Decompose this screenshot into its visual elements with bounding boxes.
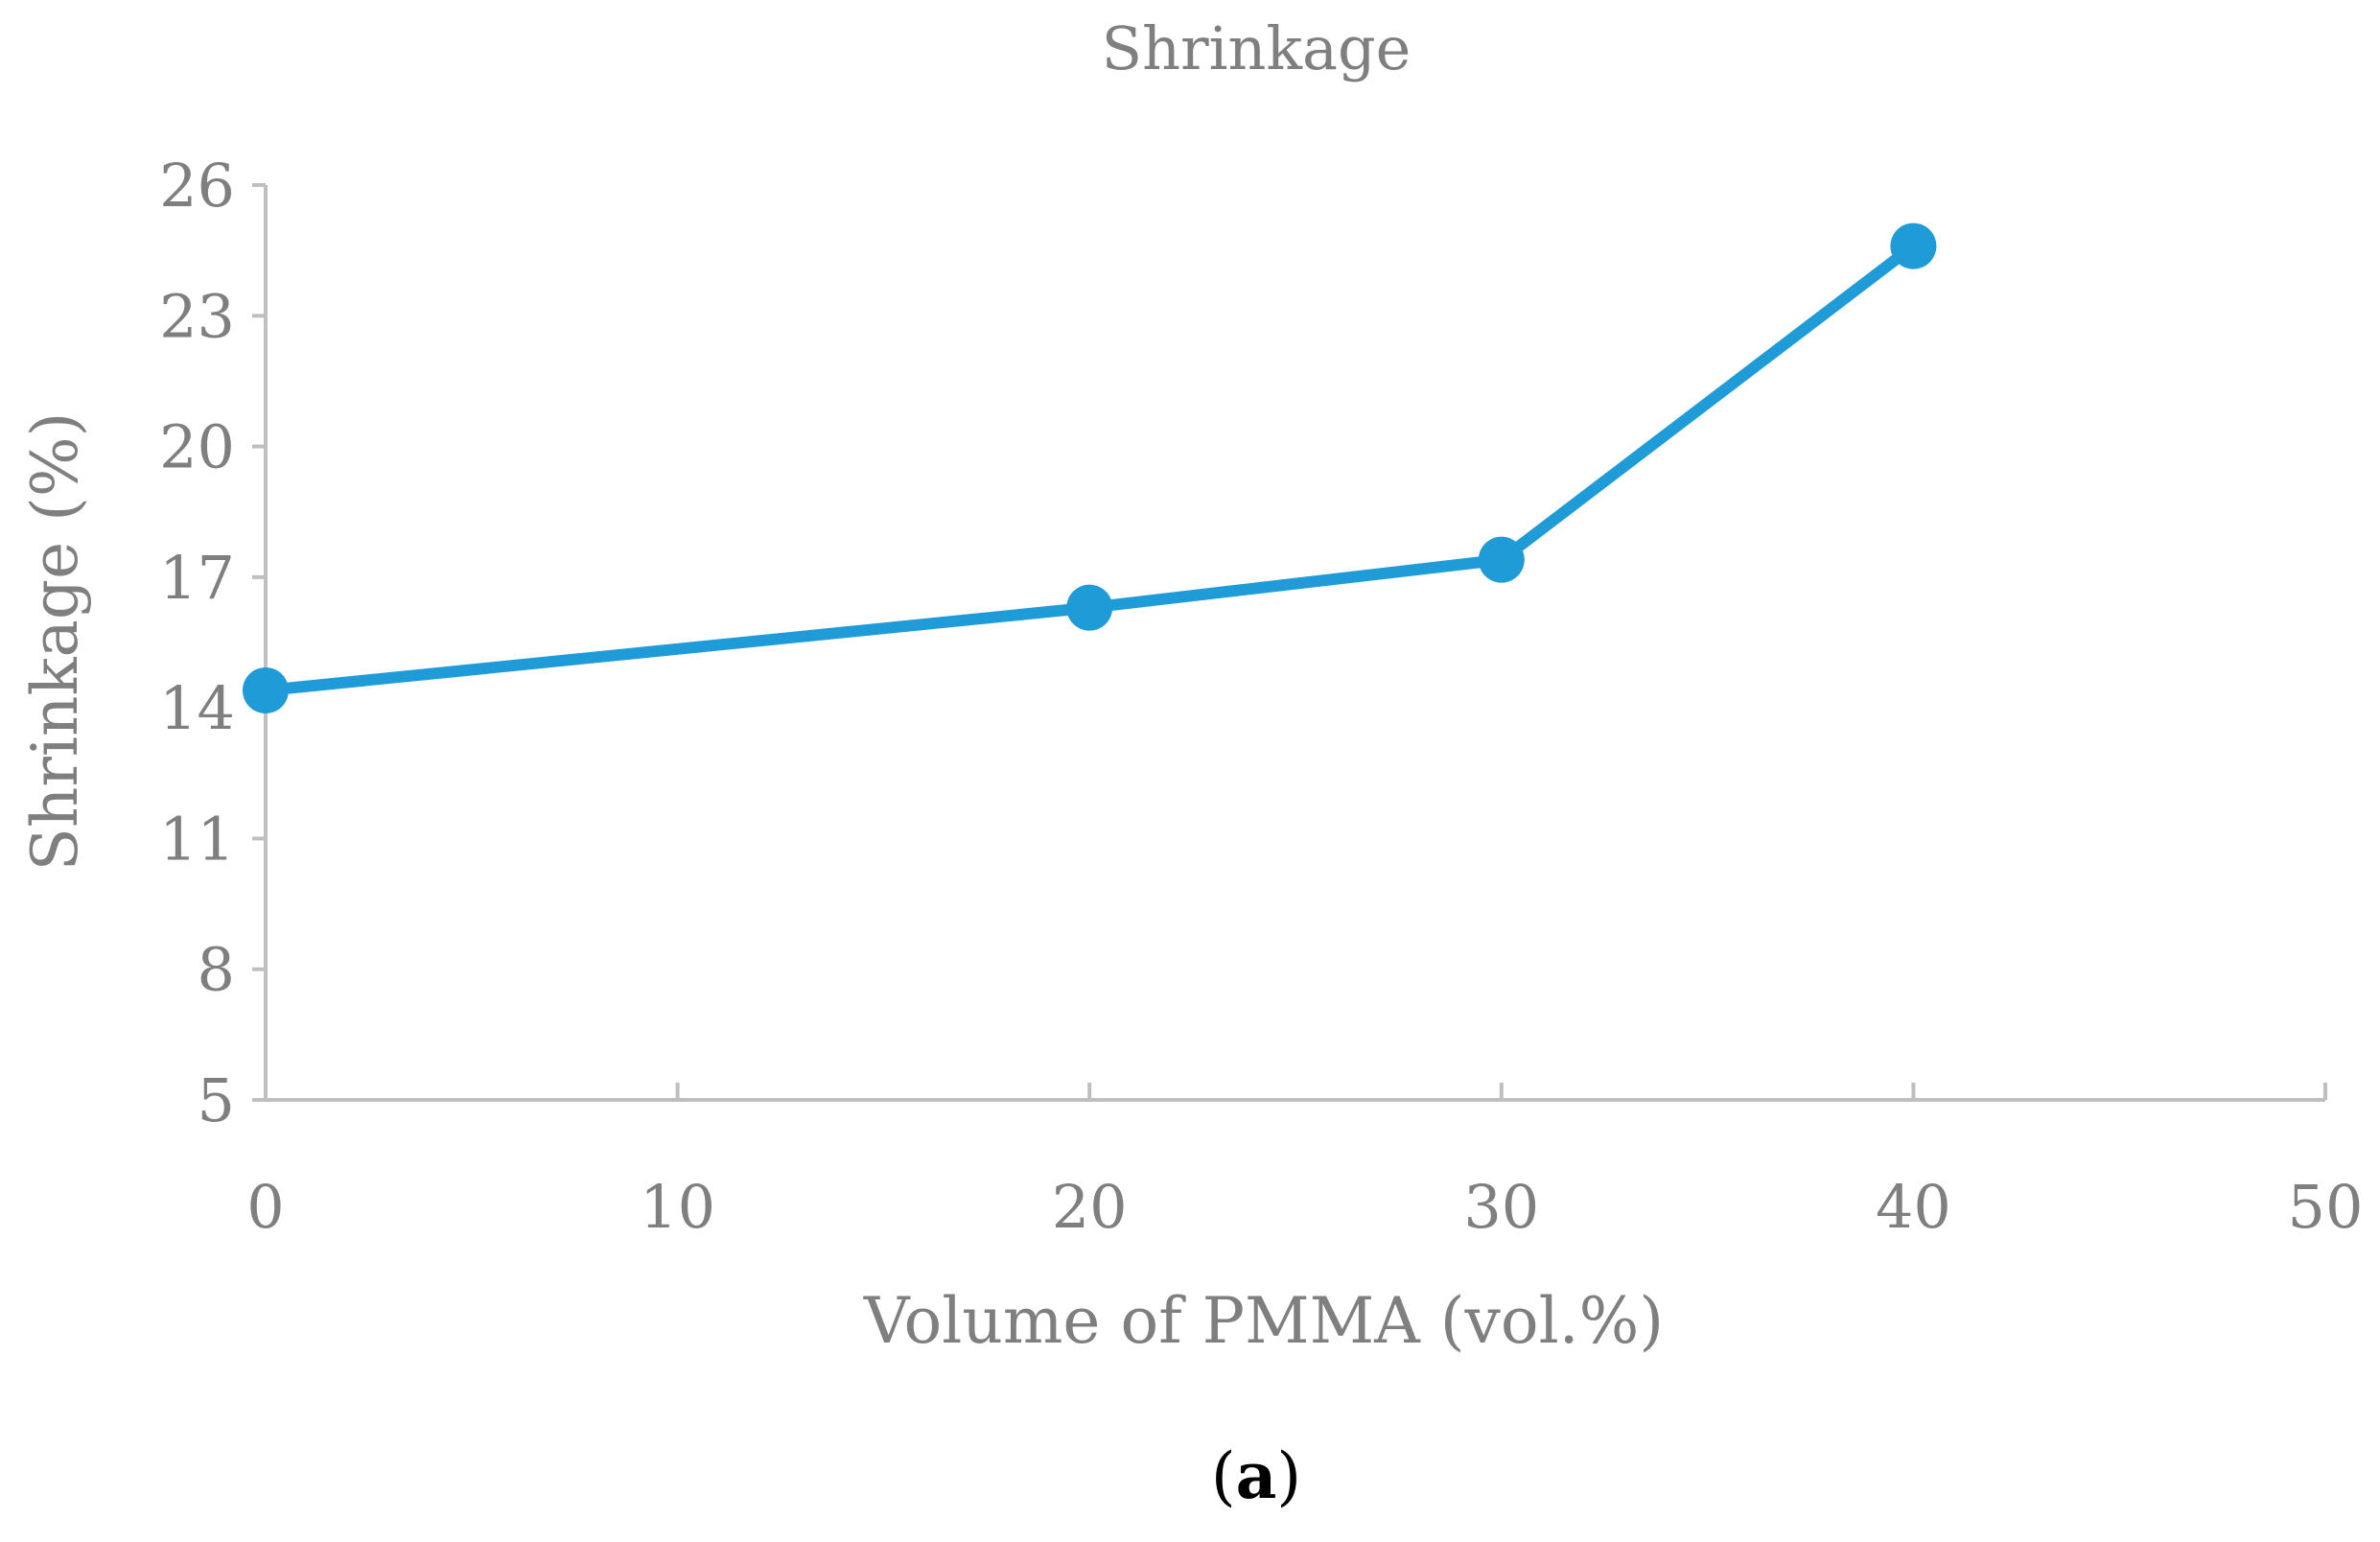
x-axis-ticks: 0 10 20 30 40 50 bbox=[246, 1083, 2363, 1242]
x-tick-label: 10 bbox=[640, 1172, 715, 1242]
panel-label-close: ) bbox=[1276, 1439, 1301, 1513]
y-tick-label: 20 bbox=[159, 412, 235, 482]
panel-label-letter: a bbox=[1236, 1438, 1277, 1513]
y-tick-label: 23 bbox=[159, 281, 235, 351]
data-point bbox=[1890, 222, 1937, 269]
data-point bbox=[1066, 584, 1113, 631]
series-group bbox=[243, 222, 1937, 713]
y-axis-title: Shrinkage (%) bbox=[18, 412, 92, 872]
y-tick-label: 17 bbox=[159, 543, 235, 613]
y-tick-label: 14 bbox=[159, 673, 235, 743]
x-tick-label: 50 bbox=[2288, 1172, 2364, 1242]
data-point bbox=[1478, 536, 1525, 583]
y-tick-label: 8 bbox=[198, 935, 235, 1005]
y-tick-label: 11 bbox=[159, 804, 235, 874]
data-point bbox=[243, 666, 289, 713]
series-line bbox=[260, 240, 1920, 696]
x-tick-label: 30 bbox=[1463, 1172, 1539, 1242]
x-axis-title: Volume of PMMA (vol.%) bbox=[863, 1284, 1664, 1358]
axes bbox=[264, 185, 2325, 1102]
panel-label: (a) bbox=[1211, 1438, 1301, 1513]
chart-title: Shrinkage bbox=[1102, 13, 1412, 83]
y-tick-label: 26 bbox=[159, 151, 235, 221]
x-tick-label: 20 bbox=[1052, 1172, 1128, 1242]
y-tick-label: 5 bbox=[198, 1065, 235, 1135]
panel-label-open: ( bbox=[1211, 1439, 1236, 1513]
x-tick-label: 40 bbox=[1876, 1172, 1951, 1242]
y-axis-ticks: 5 8 11 14 17 20 23 26 bbox=[159, 151, 266, 1135]
x-tick-label: 0 bbox=[246, 1172, 284, 1242]
